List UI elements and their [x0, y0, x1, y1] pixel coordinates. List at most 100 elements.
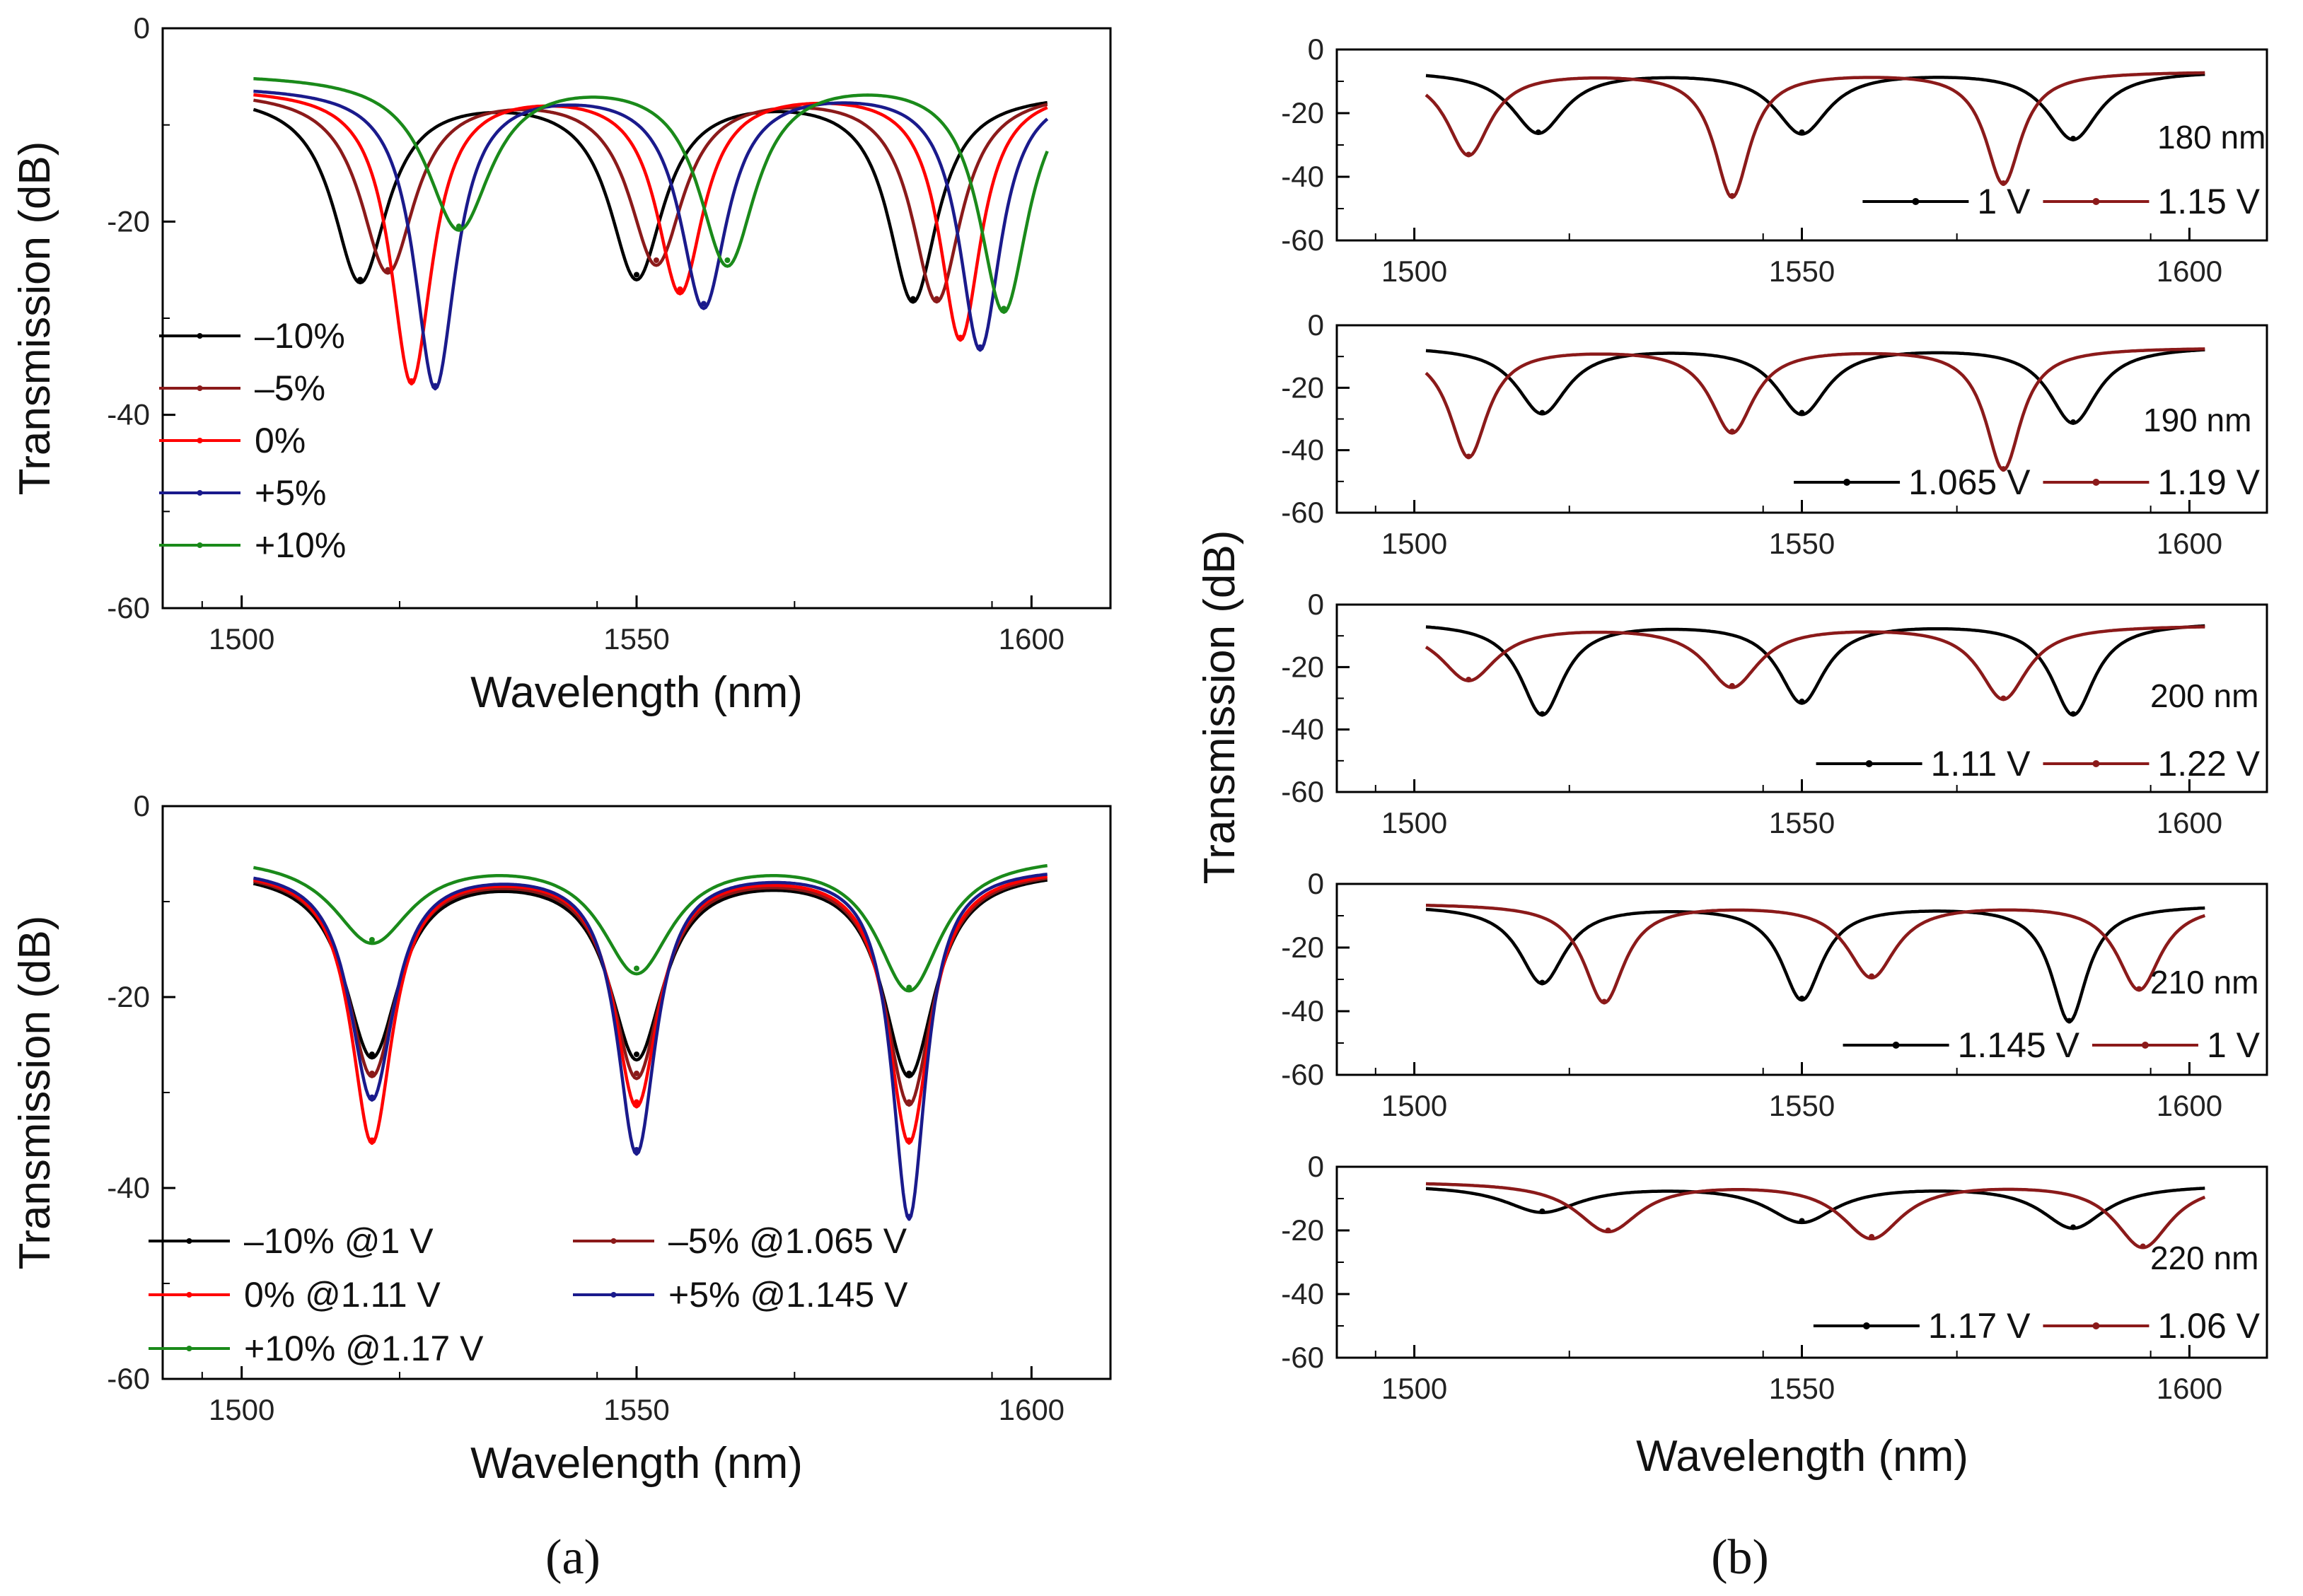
y-tick-label: -40	[1281, 433, 1324, 467]
plot-frame	[1335, 48, 2268, 242]
legend-marker	[186, 1292, 192, 1298]
x-tick-label: 1500	[1381, 1372, 1447, 1405]
dip-point-1-1	[1729, 682, 1735, 689]
legend-label: 1.06 V	[2157, 1306, 2260, 1346]
x-axis-label: Wavelength (nm)	[470, 668, 803, 717]
legend-label: +10% @1.17 V	[244, 1329, 484, 1368]
chart-b_200: 1500 1550 1600 0 -20 -40 -60 200 nm 1.22 V 1.11 V	[1281, 588, 2268, 839]
y-tick-label: -40	[1281, 713, 1324, 746]
dip-point-3-0	[369, 1094, 375, 1100]
y-tick-label: 0	[134, 789, 150, 822]
legend-label: 1.17 V	[1928, 1306, 2031, 1346]
y-tick-label: -60	[1281, 496, 1324, 529]
legend-label: 0%	[255, 421, 306, 460]
x-tick-label: 1600	[2157, 1372, 2222, 1405]
y-tick-label: -20	[1281, 1213, 1324, 1247]
dip-point-1-0	[1466, 677, 1472, 682]
y-tick-label: 0	[1308, 33, 1324, 66]
legend-marker	[610, 1238, 617, 1244]
legend-marker	[186, 1346, 192, 1351]
legend-marker	[197, 490, 203, 496]
dip-point-0-2	[2070, 1224, 2077, 1230]
dip-point-0-0	[357, 276, 364, 283]
series-line-0	[1425, 72, 2205, 141]
chart-b_190: 1500 1550 1600 0 -20 -40 -60 190 nm 1.19 V 1.065 …	[1281, 308, 2268, 560]
dip-point-0-2	[906, 1071, 912, 1076]
x-tick-label: 1600	[2157, 527, 2222, 560]
x-tick-label: 1600	[999, 622, 1065, 656]
legend-marker	[2092, 479, 2100, 486]
y-tick-label: -40	[107, 1171, 150, 1204]
dip-point-3-0	[432, 383, 439, 389]
x-tick-label: 1500	[209, 622, 274, 656]
series-line-3	[253, 89, 1049, 391]
x-tick-label: 1550	[1769, 1089, 1835, 1122]
dip-point-4-0	[456, 223, 462, 230]
dip-point-4-1	[634, 965, 639, 972]
dip-point-1-2	[934, 296, 940, 302]
legend-marker	[2092, 198, 2100, 205]
series-line-4	[253, 863, 1048, 993]
series-line-0	[253, 100, 1048, 304]
dip-point-1-1	[1869, 1234, 1875, 1240]
thickness-annotation: 210 nm	[2150, 964, 2258, 1001]
x-tick-label: 1500	[1381, 1089, 1447, 1122]
chart-b_180: 1500 1550 1600 0 -20 -40 -60 180 nm 1.15 V 1 V	[1281, 33, 2268, 288]
dip-point-1-2	[906, 1099, 912, 1105]
series-line-2	[253, 93, 1048, 386]
x-tick-label: 1500	[209, 1393, 274, 1426]
dip-point-0-0	[369, 1052, 375, 1057]
x-tick-label: 1600	[999, 1393, 1065, 1426]
y-tick-label: -20	[1281, 96, 1324, 129]
dip-point-3-2	[977, 344, 983, 350]
series-line-4	[253, 77, 1049, 314]
legend-label: 1.22 V	[2157, 744, 2260, 784]
dip-point-0-0	[1539, 979, 1545, 986]
dip-point-1-1	[1729, 429, 1735, 435]
y-tick-label: 0	[1308, 867, 1324, 900]
legend-marker	[2092, 760, 2100, 767]
x-tick-label: 1600	[2157, 806, 2222, 839]
x-tick-label: 1550	[603, 1393, 669, 1426]
chart-b_220: 1500 1550 1600 0 -20 -40 -60 220 nm 1.06 V 1.17 V	[1281, 1150, 2268, 1405]
dip-point-4-1	[724, 257, 731, 263]
dip-point-0-1	[1799, 996, 1805, 1001]
dip-point-1-0	[1605, 1228, 1611, 1233]
dip-point-2-1	[634, 1099, 639, 1105]
legend-marker	[610, 1292, 617, 1298]
dip-point-0-1	[1799, 698, 1805, 704]
x-tick-label: 1550	[1769, 255, 1835, 288]
y-tick-label: -20	[1281, 371, 1324, 404]
x-tick-label: 1500	[1381, 255, 1447, 288]
legend-marker	[197, 385, 203, 391]
dip-point-1-2	[2000, 695, 2007, 701]
dip-point-1-0	[369, 1071, 375, 1076]
y-tick-label: -60	[107, 1362, 150, 1395]
y-tick-label: -20	[107, 204, 150, 238]
legend-marker	[186, 1238, 192, 1244]
dip-point-4-2	[1001, 305, 1007, 312]
y-tick-label: 0	[134, 11, 150, 45]
dip-point-1-0	[1466, 453, 1472, 460]
legend-marker	[197, 542, 203, 548]
series-line-1	[1425, 1182, 2206, 1250]
plot-frame	[1335, 324, 2268, 514]
dip-point-2-2	[906, 1137, 912, 1143]
series-line-2	[253, 875, 1048, 1146]
legend-marker	[197, 333, 203, 339]
x-tick-label: 1550	[1769, 527, 1835, 560]
series-line-0	[1425, 624, 2205, 717]
chart-b_210: 1500 1550 1600 0 -20 -40 -60 210 nm 1 V 1.145 V	[1281, 867, 2268, 1122]
dip-point-1-1	[1869, 973, 1875, 979]
legend-label: +10%	[255, 525, 346, 565]
legend-marker	[2141, 1042, 2149, 1049]
dip-point-3-1	[634, 1147, 639, 1153]
dip-point-0-1	[634, 1052, 639, 1057]
legend-label: +5%	[255, 473, 326, 513]
dip-point-1-2	[2140, 1243, 2146, 1250]
dip-point-1-2	[2000, 180, 2007, 186]
thickness-annotation: 220 nm	[2150, 1240, 2258, 1276]
x-tick-label: 1550	[603, 622, 669, 656]
y-tick-label: -60	[1281, 1341, 1324, 1374]
legend-label: –5%	[255, 368, 325, 408]
